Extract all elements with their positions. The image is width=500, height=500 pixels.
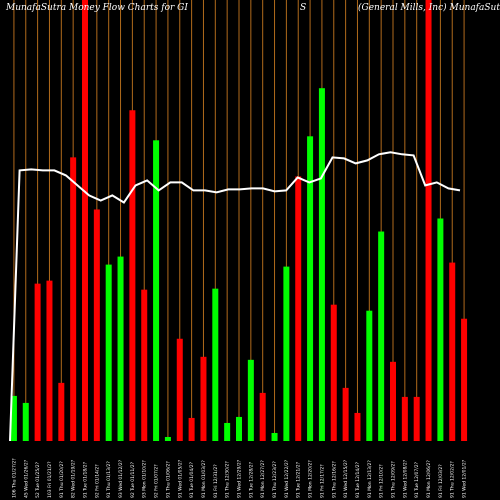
bar-16 [200,356,207,441]
x-tick-label: 106 Thu 01/27/2? [11,458,17,498]
x-tick-label: 91 Mon 01/03/2? [201,460,207,498]
x-tick-label: 91 Fri 12/17/2? [319,464,325,498]
bar-12 [153,140,160,441]
bar-29 [354,412,361,441]
x-tick-label: 91 Fri 12/31/2? [213,464,219,498]
bar-30 [366,310,373,441]
x-tick-label: 91 Mon 12/06/2? [426,460,432,498]
x-tick-label: 52 Tue 01/25/2? [35,461,41,498]
x-tick-label: 91 Thu 01/06/2? [165,461,171,498]
bar-layer [10,0,468,442]
x-tick-label: 91 Thu 12/30/2? [225,461,231,498]
x-tick-label: 91 Wed 01/05/2? [177,459,183,498]
bar-3 [46,280,53,441]
x-tick-label: 91 Tue 01/04/2? [189,461,195,498]
bar-37 [449,262,456,441]
x-tick-label: 103 Fri 01/21/2? [47,461,53,498]
x-tick-label: 91 Fri 12/10/2? [379,464,385,498]
bar-14 [176,338,183,441]
bar-33 [401,396,408,441]
x-tick-label: 91 Thu 01/13/2? [106,461,112,498]
bar-9 [117,256,124,441]
x-tick-label: 91 Thu 12/23/2? [272,461,278,498]
tick-layer: 106 Thu 01/27/2? 45 Wed 01/26/2? 52 Tue 01… [11,458,467,498]
x-tick-label: 91 Wed 12/29/2? [237,459,243,498]
bar-18 [224,422,231,441]
bar-35 [425,0,432,441]
x-tick-label: 91 Wed 12/01/2? [462,459,468,498]
bar-26 [318,88,325,441]
bar-17 [212,288,219,441]
x-tick-label: 91 Mon 12/27/2? [260,460,266,498]
bar-19 [236,416,242,441]
x-tick-label: 91 Tue 12/07/2? [414,461,420,498]
chart-title-right: (General Mills, Inc) MunafaSutra.com [358,2,500,13]
bar-8 [105,264,112,441]
bar-22 [271,432,278,441]
x-tick-label: 93 Mon 01/10/2? [142,460,148,498]
x-tick-label: 91 Tue 12/28/2? [248,461,254,498]
x-tick-label: 82 Wed 01/19/2? [71,459,77,498]
x-tick-label: 91 Thu 12/16/2? [331,461,337,498]
x-tick-label: 91 Thu 12/02/2? [450,461,456,498]
bar-23 [283,266,290,441]
x-tick-label: 91 Wed 12/22/2? [284,459,290,498]
bar-25 [307,136,314,442]
x-tick-label: 45 Wed 01/26/2? [23,459,29,498]
bar-24 [295,176,302,441]
bar-31 [378,231,385,441]
x-tick-label: 93 Wed 01/12/2? [118,459,124,498]
x-tick-label: 91 Tue 12/14/2? [355,461,361,498]
x-tick-label: 92 Tue 01/11/2? [130,461,136,498]
x-tick-label: 91 Mon 12/20/2? [308,460,314,498]
bar-34 [413,396,420,441]
bar-32 [390,361,396,441]
bar-10 [129,110,136,441]
bar-2 [34,283,41,441]
x-tick-label: 91 Mon 12/13/2? [367,460,373,498]
bar-4 [58,382,65,441]
bar-20 [247,359,254,441]
x-tick-label: 91 Tue 12/21/2? [296,461,302,498]
bar-11 [141,289,148,441]
bar-13 [164,436,171,441]
x-tick-label: 91 Thu 01/20/2? [59,461,65,498]
money-flow-line [9,151,461,442]
chart-title-middle: S [300,3,306,13]
x-tick-label: 92 Fri 01/14/2? [94,464,100,498]
bar-7 [93,209,100,441]
bar-38 [461,318,468,441]
x-tick-label: 91 Wed 12/15/2? [343,459,349,498]
bar-6 [82,0,88,441]
x-tick-label: 91 Fri 12/03/2? [438,464,444,498]
x-tick-label: 92 Fri 01/07/2? [154,464,160,498]
x-tick-label: 91 Wed 12/08/2? [402,459,408,498]
bar-21 [259,392,266,441]
bar-1 [22,402,29,441]
bar-36 [437,218,444,441]
bar-15 [188,417,195,441]
x-tick-label: 91 Tue 01/18/2? [83,461,89,498]
bar-5 [70,157,77,441]
bar-27 [330,304,337,441]
x-tick-label: 91 Thu 12/09/2? [391,461,397,498]
bar-0 [10,395,17,441]
chart-title-left: MunafaSutra Money Flow Charts for GI [5,3,188,13]
line-layer [9,151,461,442]
bar-28 [342,387,349,441]
